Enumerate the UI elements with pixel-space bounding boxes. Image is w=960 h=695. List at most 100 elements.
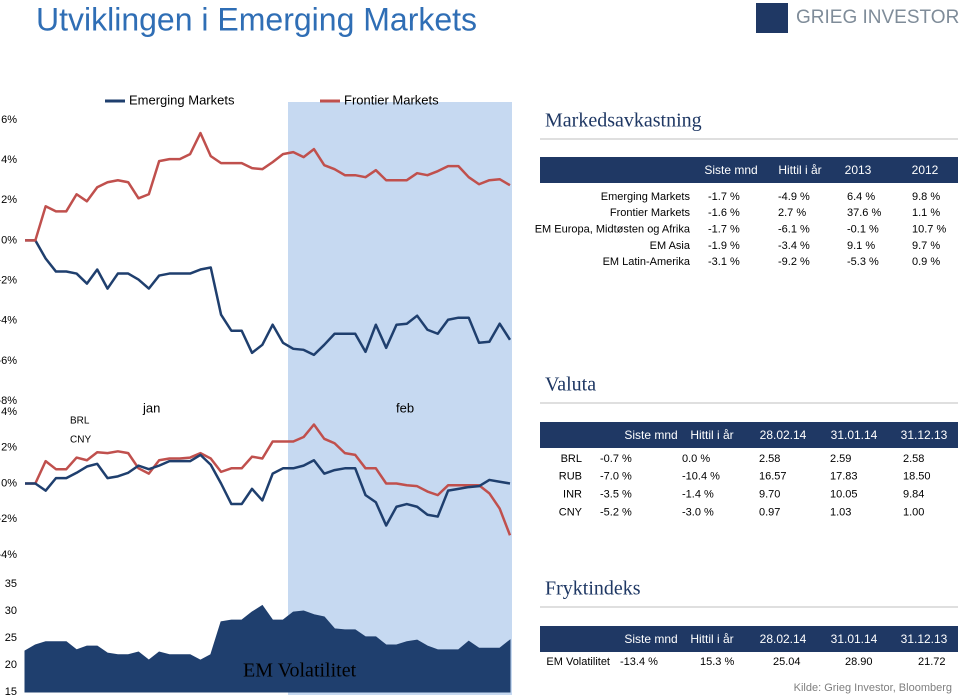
table-cell: -1.7 %	[708, 224, 740, 236]
table-cell: 2.58	[903, 453, 924, 465]
y-tick-label: 2%	[1, 194, 17, 206]
table-header: 31.12.13	[901, 428, 948, 442]
y-tick-label: 4%	[1, 406, 17, 418]
row-label: INR	[563, 489, 582, 501]
table-cell: 9.70	[759, 489, 780, 501]
y-tick-label: 35	[5, 578, 17, 590]
table-cell: -0.7 %	[600, 453, 632, 465]
table-cell: 37.6 %	[847, 207, 881, 219]
table-cell: 10.05	[830, 489, 858, 501]
annotation: feb	[396, 400, 414, 415]
table-title: Markedsavkastning	[545, 110, 702, 132]
row-label: BRL	[561, 453, 582, 465]
y-tick-label: -4%	[0, 315, 17, 327]
row-label: RUB	[559, 471, 582, 483]
row-label: EM Volatilitet	[546, 656, 610, 668]
table-cell: 1.03	[830, 506, 851, 518]
annotation: EM Volatilitet	[243, 660, 357, 682]
table-cell: 1.1 %	[912, 207, 940, 219]
table-header: 28.02.14	[760, 632, 807, 646]
table-cell: 16.57	[759, 471, 787, 483]
table-cell: 2.59	[830, 453, 851, 465]
table-cell: 0.9 %	[912, 256, 940, 268]
table-header-bg	[540, 422, 958, 448]
table-cell: -5.2 %	[600, 506, 632, 518]
area-series	[24, 604, 511, 693]
table-cell: -7.0 %	[600, 471, 632, 483]
table-cell: 9.7 %	[912, 240, 940, 252]
table-cell: -10.4 %	[682, 471, 720, 483]
slide-title: Utviklingen i Emerging Markets	[36, 1, 477, 37]
y-tick-label: 15	[5, 686, 17, 695]
table-cell: 0.97	[759, 506, 780, 518]
table-cell: -3.0 %	[682, 506, 714, 518]
table-header: 2013	[845, 163, 872, 177]
table-cell: -3.5 %	[600, 489, 632, 501]
table-cell: 10.7 %	[912, 224, 946, 236]
y-tick-label: -2%	[0, 513, 17, 525]
table-header-bg	[540, 157, 958, 183]
row-label: CNY	[559, 506, 583, 518]
line-series	[25, 239, 512, 357]
y-tick-label: -2%	[0, 274, 17, 286]
line-series	[25, 131, 511, 242]
table-cell: 25.04	[773, 656, 801, 668]
table-cell: -0.1 %	[847, 224, 879, 236]
table-header: 31.01.14	[831, 428, 878, 442]
table-header: 31.12.13	[901, 632, 948, 646]
table-header: Hittil i år	[690, 632, 733, 646]
y-tick-label: 2%	[1, 442, 17, 454]
table-cell: 18.50	[903, 471, 931, 483]
table-cell: 15.3 %	[700, 656, 734, 668]
table-cell: -13.4 %	[620, 656, 658, 668]
table-cell: 2.58	[759, 453, 780, 465]
y-tick-label: 30	[5, 605, 17, 617]
table-cell: -1.6 %	[708, 207, 740, 219]
y-tick-label: 0%	[1, 477, 17, 489]
table-header: Hittil i år	[690, 428, 733, 442]
legend-label: Emerging Markets	[129, 92, 235, 107]
table-header: Hittil i år	[778, 163, 821, 177]
table-cell: -1.4 %	[682, 489, 714, 501]
table-cell: 2.7 %	[778, 207, 806, 219]
table-cell: -6.1 %	[778, 224, 810, 236]
table-cell: 9.1 %	[847, 240, 875, 252]
y-tick-label: 25	[5, 632, 17, 644]
table-header: 31.01.14	[831, 632, 878, 646]
y-tick-label: 20	[5, 659, 17, 671]
table-header: Siste mnd	[624, 632, 677, 646]
table-cell: 6.4 %	[847, 191, 875, 203]
table-header: Siste mnd	[704, 163, 757, 177]
row-label: Emerging Markets	[601, 191, 691, 203]
row-label: EM Europa, Midtøsten og Afrika	[535, 224, 691, 236]
table-cell: -4.9 %	[778, 191, 810, 203]
table-cell: -5.3 %	[847, 256, 879, 268]
table-cell: 9.84	[903, 489, 924, 501]
table-header-bg	[540, 626, 958, 652]
table-title: Valuta	[545, 374, 596, 396]
table-cell: -9.2 %	[778, 256, 810, 268]
table-title: Fryktindeks	[545, 578, 641, 600]
annotation: jan	[142, 400, 160, 415]
table-header: Siste mnd	[624, 428, 677, 442]
table-header: 28.02.14	[760, 428, 807, 442]
table-cell: -3.1 %	[708, 256, 740, 268]
table-header: 2012	[912, 163, 939, 177]
table-cell: 9.8 %	[912, 191, 940, 203]
row-label: Frontier Markets	[610, 207, 691, 219]
series-label: BRL	[70, 416, 90, 427]
table-cell: 1.00	[903, 506, 924, 518]
y-tick-label: 6%	[1, 114, 17, 126]
table-cell: 28.90	[845, 656, 873, 668]
y-tick-label: -8%	[0, 395, 17, 407]
source: Kilde: Grieg Investor, Bloomberg	[794, 682, 952, 694]
row-label: EM Latin-Amerika	[603, 256, 691, 268]
y-tick-label: 4%	[1, 154, 17, 166]
period-shade	[288, 102, 512, 695]
series-label: CNY	[70, 435, 91, 446]
table-cell: 0.0 %	[682, 453, 710, 465]
table-cell: 17.83	[830, 471, 858, 483]
y-tick-label: 0%	[1, 234, 17, 246]
table-cell: -3.4 %	[778, 240, 810, 252]
